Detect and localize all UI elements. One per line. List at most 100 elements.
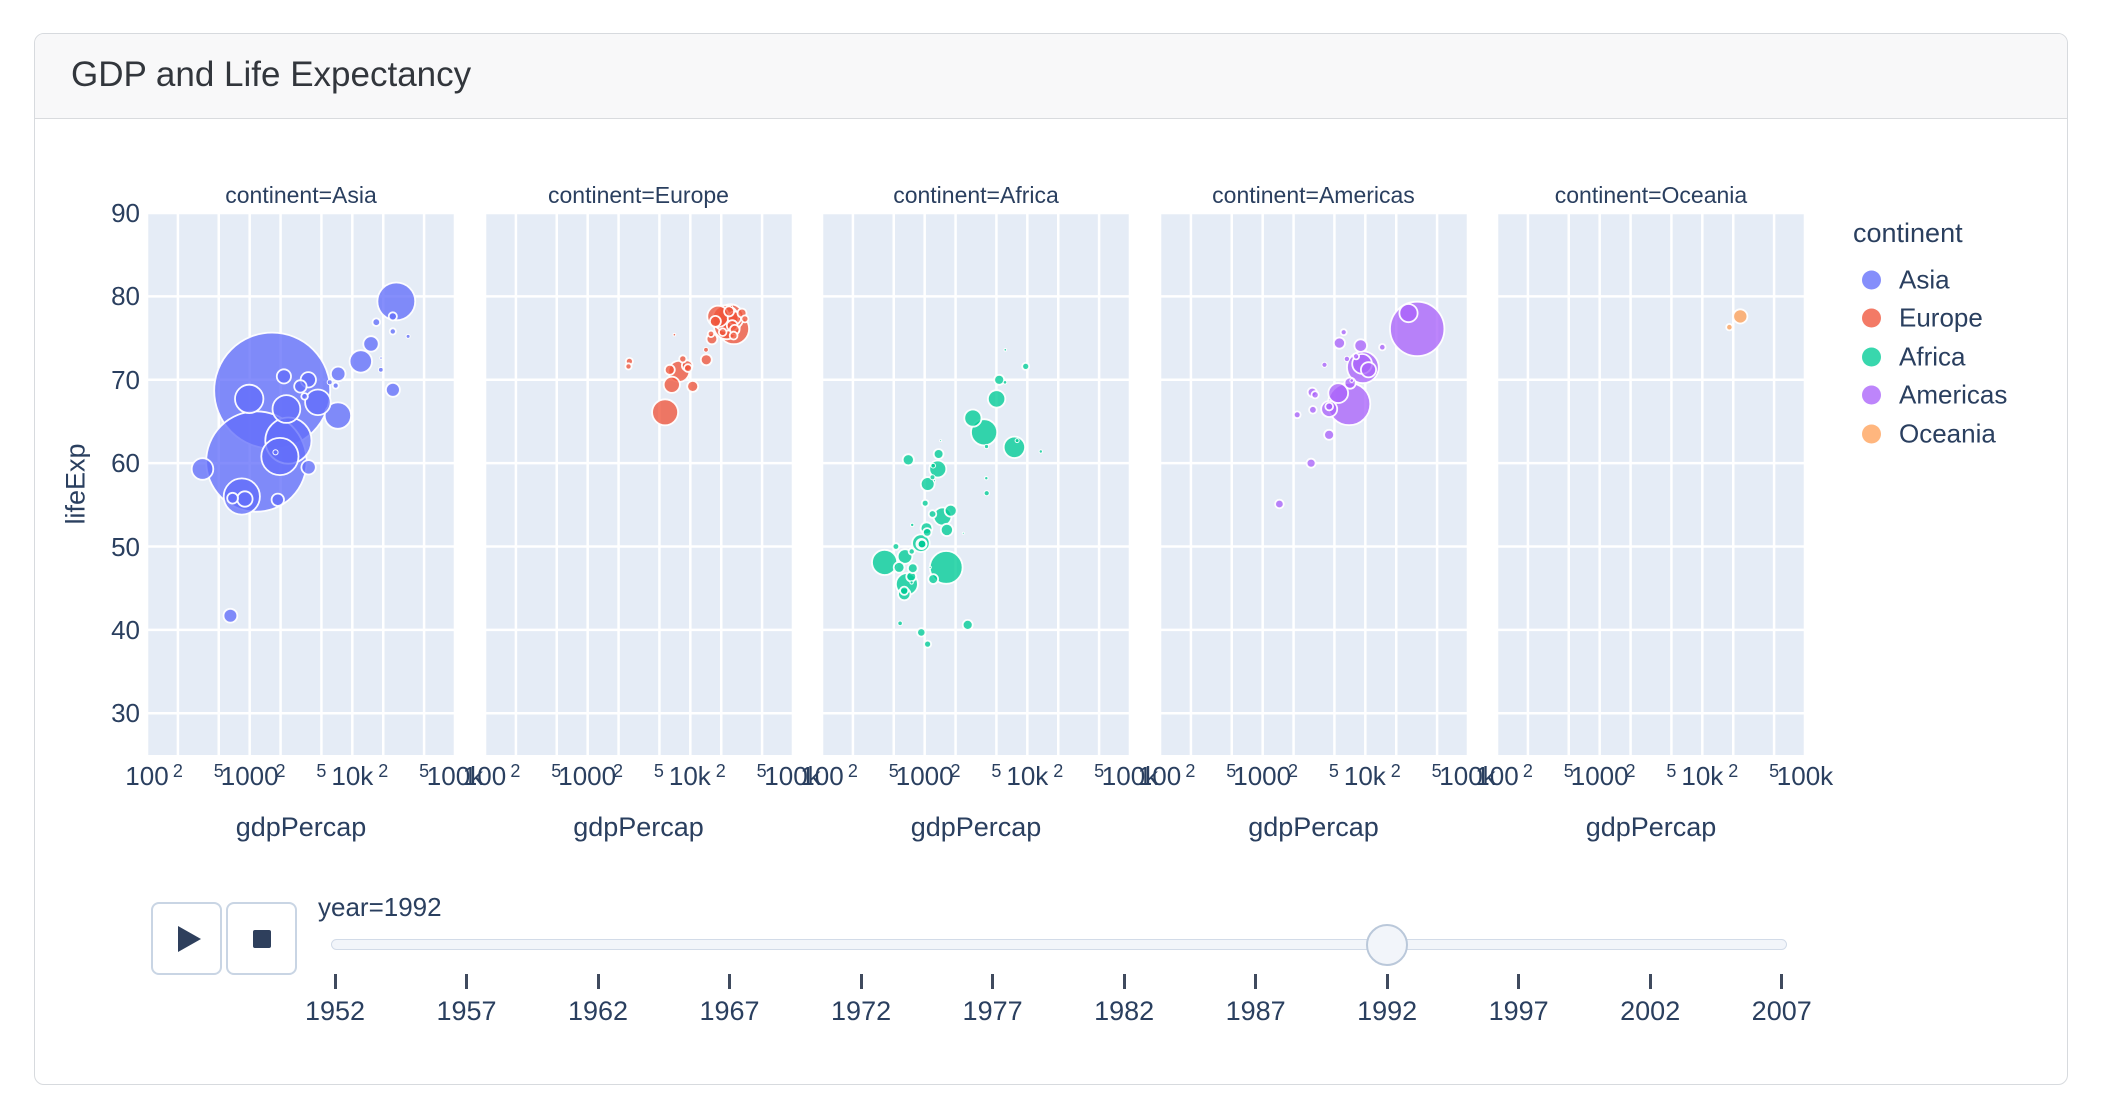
bubble-mongolia[interactable] [272,449,279,456]
slider-tick[interactable] [465,974,469,989]
bubble-ghana[interactable] [919,476,936,492]
bubble-bulgaria[interactable] [663,363,676,376]
bubble-montenegro[interactable] [672,332,676,337]
bubble-israel[interactable] [371,317,381,327]
bubble-iraq[interactable] [300,459,317,476]
slider-tick[interactable] [728,974,732,989]
bubble-taiwan[interactable] [362,335,380,353]
bubble-bolivia[interactable] [1305,457,1317,469]
bubble-czech-republic[interactable] [699,353,713,367]
bubble-chile[interactable] [1352,338,1368,353]
bubble-philippines[interactable] [271,394,302,424]
bubble-zambia[interactable] [927,573,939,585]
bubble-oman[interactable] [377,366,384,373]
slider-tick[interactable] [1254,974,1258,989]
slider-handle[interactable] [1366,924,1408,966]
bubble-thailand[interactable] [304,388,332,417]
slider-tick[interactable] [333,974,337,989]
facet-panel-asia[interactable] [147,213,455,755]
bubble-niger[interactable] [907,562,919,575]
bubble-denmark[interactable] [728,330,738,341]
bubble-colombia[interactable] [1326,382,1349,404]
slider-tick[interactable] [1385,974,1389,989]
bubble-pakistan[interactable] [260,436,300,476]
bubble-congo-rep-[interactable] [983,490,990,497]
bubble-djibouti[interactable] [961,531,965,535]
slider-tick[interactable] [596,974,600,989]
bubble-comoros[interactable] [932,479,937,483]
bubble-west-bank-and-gaza[interactable] [326,379,333,386]
facet-panel-africa[interactable] [822,213,1130,755]
stop-button[interactable] [226,902,297,975]
bubble-turkey[interactable] [650,398,679,427]
bubble-tunisia[interactable] [993,373,1006,386]
bubble-namibia[interactable] [983,443,990,450]
bubble-burundi[interactable] [899,585,910,596]
bubble-vietnam[interactable] [234,383,265,414]
bubble-guatemala[interactable] [1322,428,1335,441]
bubble-benin[interactable] [927,509,938,519]
bubble-malaysia[interactable] [329,365,347,383]
bubble-nicaragua[interactable] [1292,410,1302,420]
bubble-canada[interactable] [1397,303,1418,324]
legend-item-oceania[interactable]: Oceania [1862,418,2022,449]
bubble-liberia[interactable] [897,620,903,627]
bubble-cambodia[interactable] [226,491,239,505]
bubble-haiti[interactable] [1273,498,1285,510]
bubble-malawi[interactable] [892,561,906,574]
bubble-honduras[interactable] [1307,405,1318,415]
bubble-finland[interactable] [717,327,727,337]
slider-tick[interactable] [859,974,863,989]
bubble-cuba[interactable] [1332,336,1346,350]
bubble-japan[interactable] [376,281,417,322]
bubble-jamaica[interactable] [1320,361,1328,368]
bubble-botswana[interactable] [1014,438,1020,444]
bubble-swaziland[interactable] [984,476,989,481]
bubble-korea-rep-[interactable] [348,349,373,374]
bubble-reunion[interactable] [1003,348,1008,352]
bubble-greece[interactable] [708,315,722,328]
bubble-central-african-republic[interactable] [907,547,916,556]
bubble-morocco[interactable] [963,408,983,428]
bubble-lebanon[interactable] [331,381,340,390]
bubble-el-salvador[interactable] [1323,401,1334,412]
bubble-nepal[interactable] [236,490,254,508]
bubble-hungary[interactable] [685,379,699,393]
bubble-guinea-bissau[interactable] [909,580,914,585]
facet-panel-europe[interactable] [484,213,793,755]
bubble-senegal[interactable] [932,448,945,460]
bubble-sao-tome-and-principe[interactable] [939,439,943,443]
bubble-guinea[interactable] [916,538,928,550]
bubble-panama[interactable] [1343,355,1350,363]
animation-slider-track[interactable] [331,939,1787,950]
facet-panel-oceania[interactable] [1497,213,1805,755]
bubble-ireland[interactable] [706,329,715,339]
bubble-mauritania[interactable] [929,474,936,481]
slider-tick[interactable] [1780,974,1784,989]
bubble-cote-d-ivoire[interactable] [939,522,954,537]
bubble-slovak-republic[interactable] [682,363,693,373]
bubble-algeria[interactable] [987,389,1007,409]
legend-item-asia[interactable]: Asia [1862,265,2022,295]
bubble-sierra-leone[interactable] [923,639,932,649]
bubble-singapore[interactable] [388,327,397,336]
bubble-myanmar[interactable] [190,457,215,481]
bubble-puerto-rico[interactable] [1377,343,1386,352]
bubble-lesotho[interactable] [930,462,936,469]
bubble-eritrea[interactable] [891,542,901,551]
facet-panel-americas[interactable] [1159,213,1468,755]
legend-item-europe[interactable]: Europe [1862,303,2022,333]
bubble-chad[interactable] [921,527,933,538]
legend-item-americas[interactable]: Americas [1862,380,2022,410]
bubble-kuwait[interactable] [405,333,411,339]
bubble-cameroon[interactable] [943,503,958,518]
bubble-paraguay[interactable] [1310,390,1320,400]
slider-tick[interactable] [1517,974,1521,989]
bubble-somalia[interactable] [916,627,927,638]
bubble-ethiopia[interactable] [871,548,899,576]
bubble-iran[interactable] [323,401,352,430]
bubble-sweden[interactable] [722,305,735,318]
slider-tick[interactable] [991,974,995,989]
bubble-hong-kong-china[interactable] [387,311,398,322]
bubble-sri-lanka[interactable] [275,368,292,385]
